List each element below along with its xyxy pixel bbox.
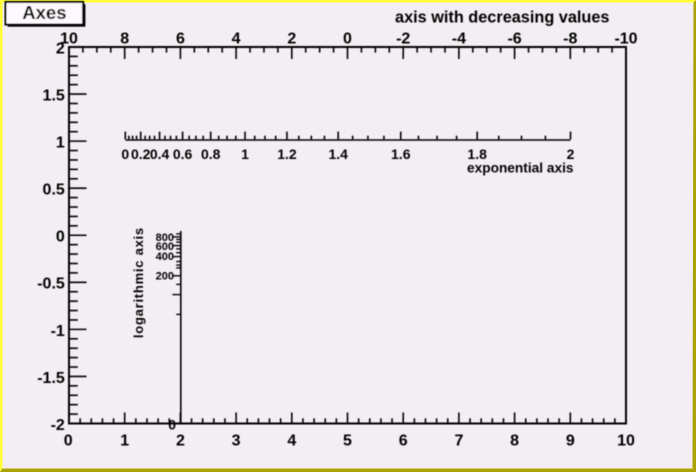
svg-text:6: 6	[176, 31, 185, 48]
svg-text:5: 5	[343, 433, 352, 450]
svg-text:800: 800	[156, 232, 174, 244]
svg-text:1: 1	[56, 135, 65, 152]
svg-text:0: 0	[64, 433, 73, 450]
svg-text:3: 3	[232, 433, 241, 450]
svg-text:-6: -6	[507, 31, 521, 48]
svg-text:-1.5: -1.5	[37, 370, 65, 387]
svg-text:0.2: 0.2	[131, 146, 151, 162]
svg-text:8: 8	[510, 433, 519, 450]
svg-text:0.4: 0.4	[150, 146, 170, 162]
svg-text:1.8: 1.8	[467, 146, 487, 162]
svg-text:-8: -8	[563, 31, 577, 48]
svg-text:0.6: 0.6	[173, 146, 193, 162]
svg-text:7: 7	[454, 433, 463, 450]
svg-text:1: 1	[120, 433, 129, 450]
svg-text:-0.5: -0.5	[37, 276, 65, 293]
svg-text:10: 10	[60, 31, 78, 48]
svg-text:0.5: 0.5	[43, 182, 65, 199]
svg-text:8: 8	[120, 31, 129, 48]
svg-text:axis with decreasing values: axis with decreasing values	[395, 8, 609, 26]
svg-text:0: 0	[343, 31, 352, 48]
svg-text:10: 10	[617, 433, 635, 450]
svg-text:1.6: 1.6	[391, 146, 411, 162]
svg-text:0: 0	[121, 146, 129, 162]
svg-text:9: 9	[566, 433, 575, 450]
svg-text:-2: -2	[51, 417, 65, 434]
svg-text:4: 4	[287, 433, 296, 450]
svg-text:0.8: 0.8	[201, 146, 221, 162]
svg-text:600: 600	[156, 241, 174, 253]
svg-text:1.5: 1.5	[43, 87, 65, 104]
svg-text:6: 6	[399, 433, 408, 450]
svg-text:0: 0	[168, 417, 176, 433]
svg-text:-10: -10	[614, 31, 637, 48]
svg-text:4: 4	[232, 31, 241, 48]
svg-text:Axes: Axes	[22, 2, 66, 23]
svg-text:1.2: 1.2	[277, 146, 297, 162]
svg-text:1.4: 1.4	[328, 146, 348, 162]
svg-text:1: 1	[241, 146, 249, 162]
svg-text:0: 0	[56, 229, 65, 246]
svg-text:logarithmic axis: logarithmic axis	[131, 227, 146, 338]
svg-text:2: 2	[56, 40, 65, 57]
svg-text:2: 2	[176, 433, 185, 450]
svg-text:-4: -4	[452, 31, 466, 48]
svg-text:-1: -1	[51, 323, 65, 340]
svg-text:400: 400	[156, 251, 174, 263]
svg-text:2: 2	[567, 146, 575, 162]
svg-text:200: 200	[156, 270, 174, 282]
svg-text:-2: -2	[396, 31, 410, 48]
svg-text:2: 2	[287, 31, 296, 48]
svg-text:exponential axis: exponential axis	[467, 161, 574, 176]
